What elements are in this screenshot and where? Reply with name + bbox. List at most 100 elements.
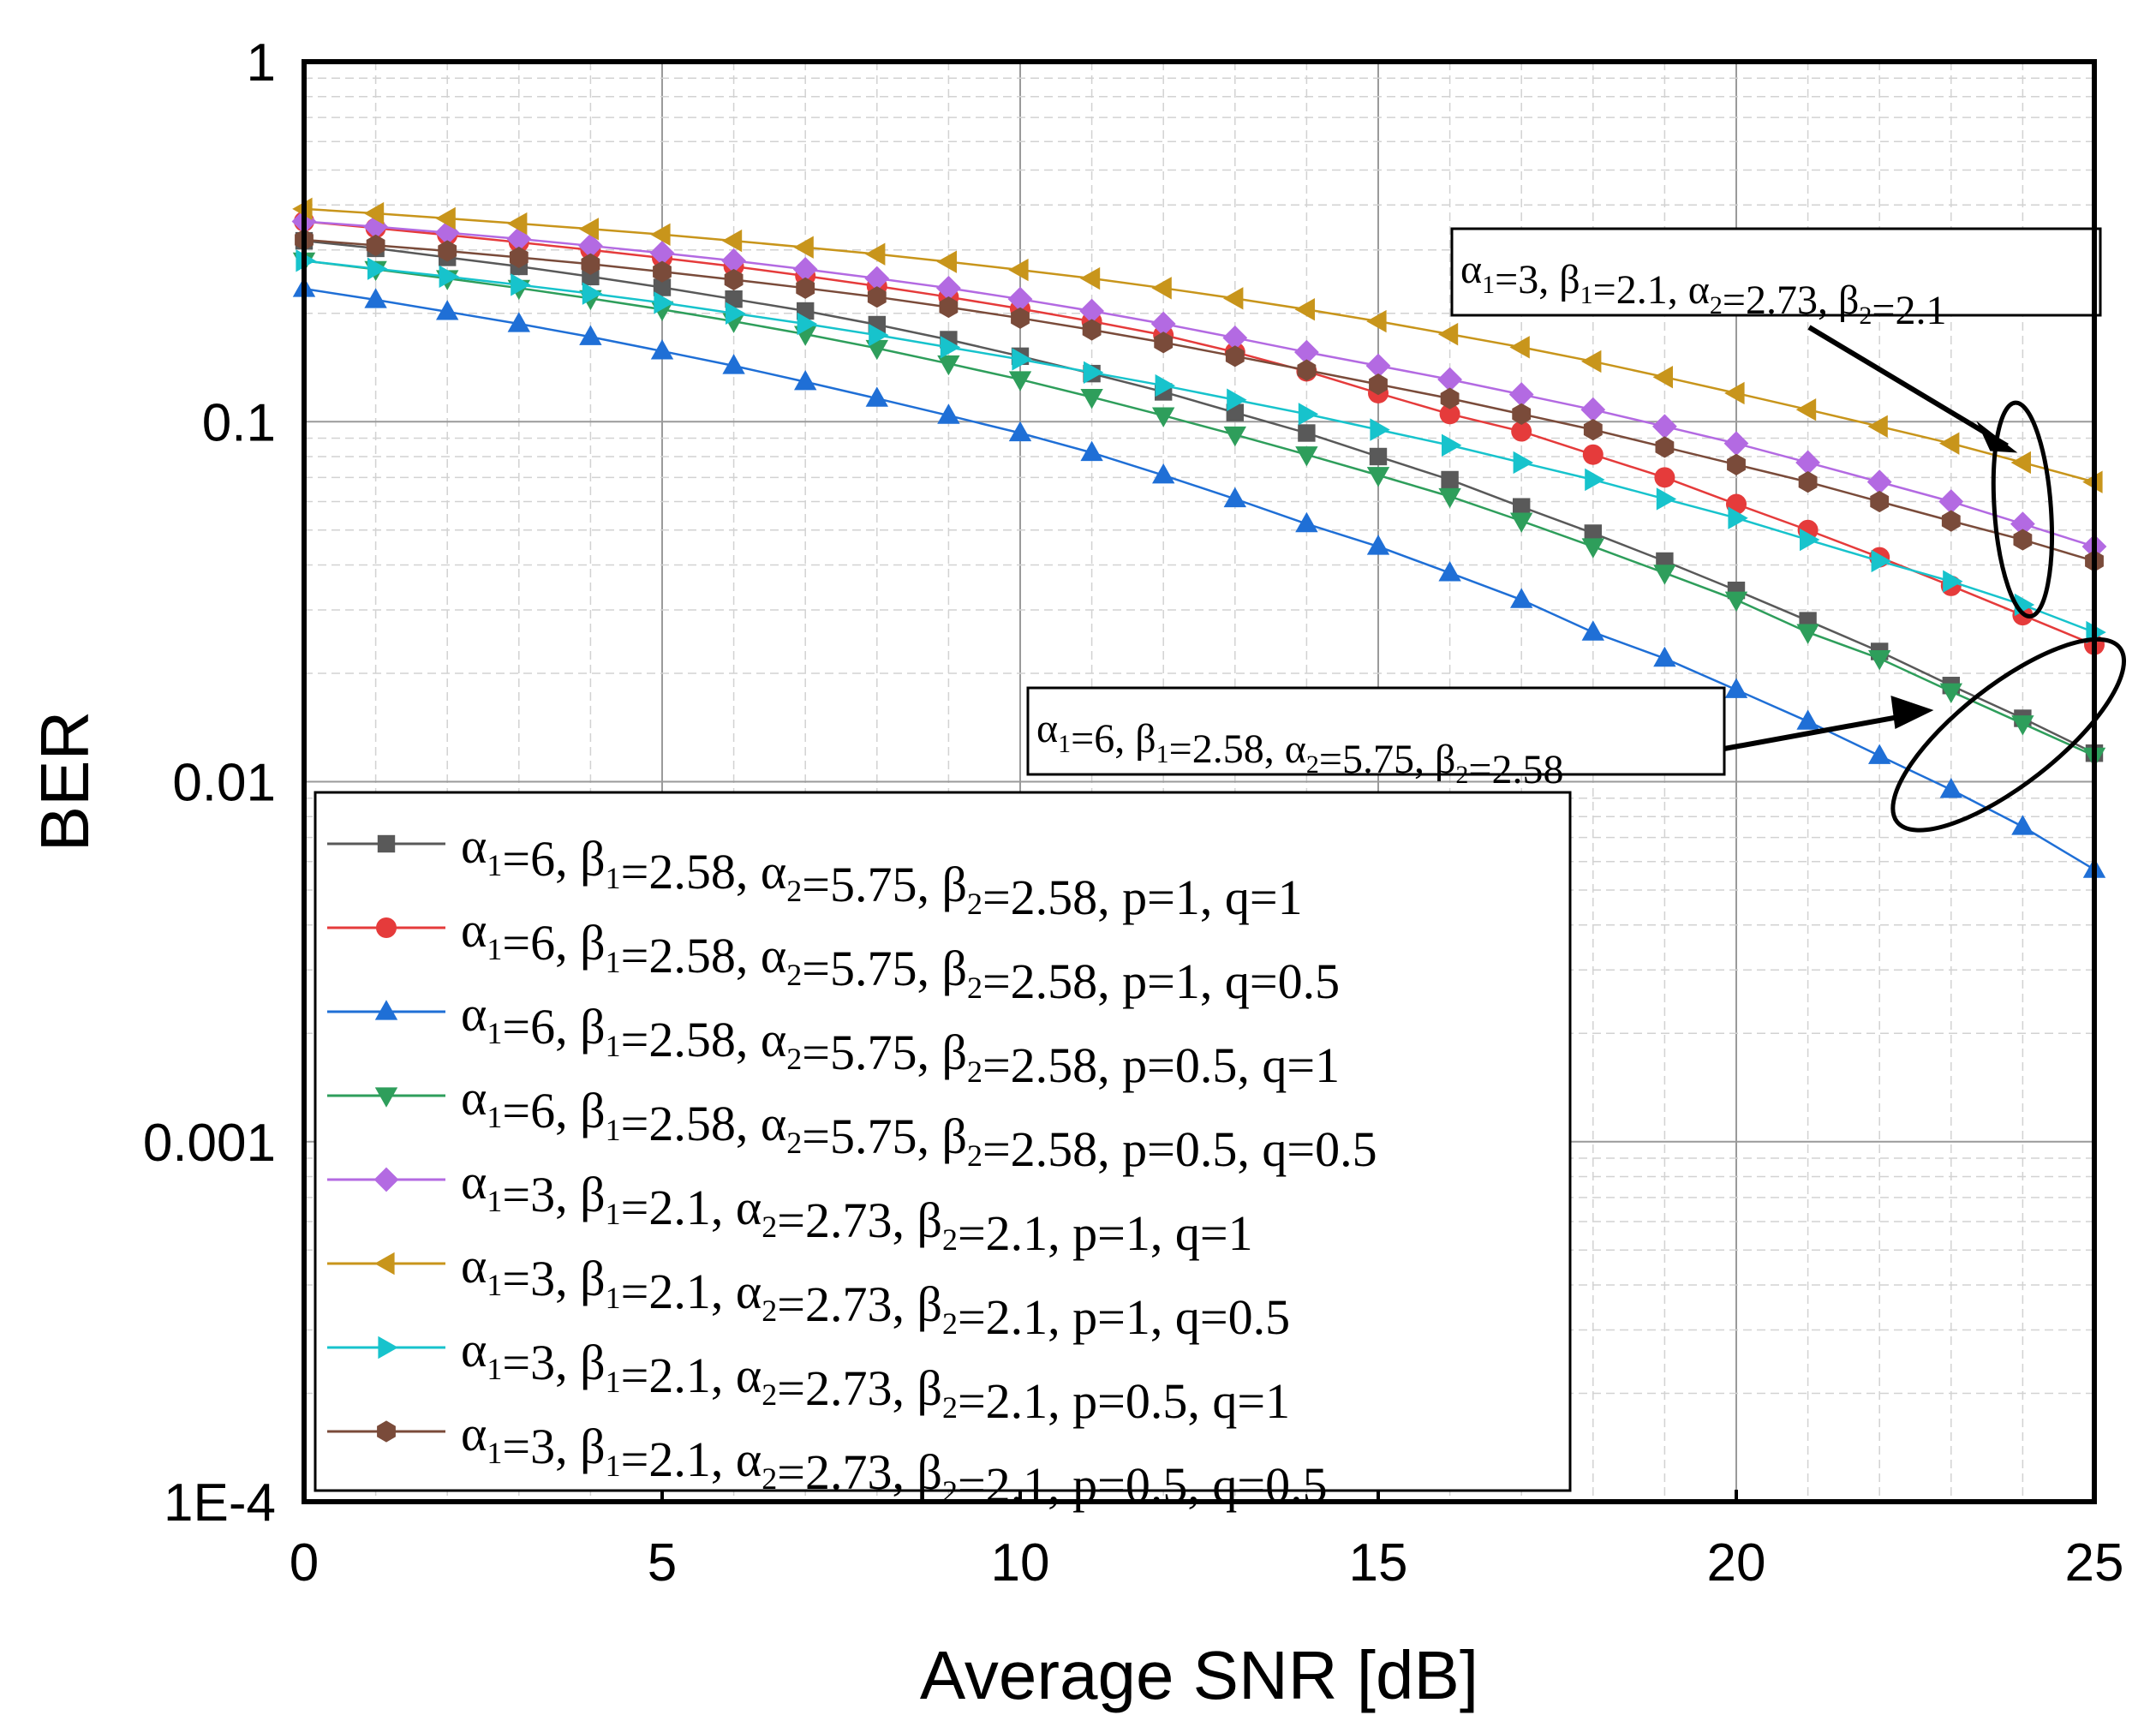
legend-label: α1=6, β1=2.58, α2=5.75, β2=2.58, p=0.5, … bbox=[461, 986, 1340, 1093]
data-point bbox=[792, 256, 818, 282]
data-point bbox=[1800, 528, 1820, 552]
data-point bbox=[936, 275, 961, 301]
data-point bbox=[869, 323, 889, 347]
annotation-arrow bbox=[1807, 325, 2009, 449]
data-point bbox=[1082, 319, 1102, 341]
legend-entry-3: α1=6, β1=2.58, α2=5.75, β2=2.58, p=0.5, … bbox=[327, 986, 1340, 1093]
data-point bbox=[1366, 309, 1387, 333]
data-point bbox=[1796, 709, 1819, 730]
data-point bbox=[1583, 419, 1603, 441]
data-point bbox=[363, 201, 385, 225]
data-point bbox=[364, 288, 387, 308]
data-point bbox=[367, 257, 388, 280]
data-point bbox=[1440, 387, 1460, 409]
legend-label: α1=3, β1=2.1, α2=2.73, β2=2.1, p=1, q=1 bbox=[461, 1154, 1253, 1261]
series-4 bbox=[292, 252, 2106, 768]
series-line bbox=[303, 260, 2095, 757]
data-point bbox=[366, 234, 385, 256]
data-point bbox=[1154, 332, 1174, 354]
legend: α1=6, β1=2.58, α2=5.75, β2=2.58, p=1, q=… bbox=[314, 791, 1572, 1513]
tick-labels: 0 5 10 15 20 25 1 0.1 0.01 0.001 1E-4 bbox=[143, 33, 2124, 1593]
data-point bbox=[1152, 463, 1175, 484]
x-tick-label: 5 bbox=[648, 1533, 677, 1593]
legend-label: α1=3, β1=2.1, α2=2.73, β2=2.1, p=1, q=0.… bbox=[461, 1238, 1290, 1345]
data-point bbox=[1297, 359, 1317, 381]
data-point bbox=[721, 229, 743, 253]
data-point bbox=[1295, 446, 1318, 467]
data-point bbox=[1365, 353, 1391, 379]
series-line bbox=[303, 220, 2095, 548]
data-point bbox=[1724, 591, 1748, 613]
series-line bbox=[303, 287, 2095, 871]
data-point bbox=[1581, 620, 1604, 641]
data-point bbox=[726, 302, 746, 325]
data-point bbox=[507, 212, 528, 236]
legend-label: α1=6, β1=2.58, α2=5.75, β2=2.58, p=0.5, … bbox=[461, 1070, 1377, 1177]
y-tick-label: 0.01 bbox=[172, 754, 276, 813]
plot-frame bbox=[302, 59, 2097, 1504]
data-point bbox=[1653, 565, 1676, 585]
data-point bbox=[653, 278, 672, 296]
annotation-ellipse bbox=[1991, 400, 2054, 619]
data-point bbox=[796, 277, 815, 299]
annotations: α1=3, β1=2.1, α2=2.73, β2=2.1 α1=6, β1=2.… bbox=[1026, 227, 2127, 833]
data-point bbox=[1080, 440, 1103, 462]
data-point bbox=[1079, 266, 1101, 290]
series-6 bbox=[292, 197, 2103, 493]
data-point bbox=[865, 386, 888, 407]
data-point bbox=[2011, 815, 2034, 835]
data-point bbox=[653, 260, 672, 283]
data-point bbox=[578, 218, 599, 241]
data-point bbox=[435, 206, 456, 230]
data-point bbox=[1943, 570, 1963, 593]
data-point bbox=[1582, 444, 1604, 465]
data-point bbox=[650, 223, 671, 246]
x-tick-label: 25 bbox=[2065, 1533, 2124, 1593]
data-point bbox=[374, 1087, 398, 1108]
data-point bbox=[377, 834, 396, 853]
annotation-box bbox=[1026, 686, 1726, 776]
x-tick-label: 0 bbox=[290, 1533, 319, 1593]
data-point bbox=[373, 1167, 399, 1192]
x-axis-title: Average SNR [dB] bbox=[920, 1637, 1478, 1713]
data-point bbox=[1298, 403, 1319, 426]
data-point bbox=[1080, 388, 1103, 409]
annotation-arrowhead bbox=[1890, 696, 1934, 730]
data-point bbox=[650, 339, 674, 360]
data-point bbox=[864, 266, 890, 291]
data-point bbox=[794, 369, 817, 391]
data-point bbox=[1866, 469, 1892, 495]
data-point bbox=[725, 290, 743, 308]
annotation-arrowhead bbox=[1976, 421, 2018, 453]
data-point bbox=[797, 312, 817, 336]
data-point bbox=[1513, 451, 1533, 475]
legend-label: α1=6, β1=2.58, α2=5.75, β2=2.58, p=1, q=… bbox=[461, 818, 1303, 925]
annotation-label: α1=3, β1=2.1, α2=2.73, β2=2.1 bbox=[1460, 247, 1946, 333]
data-point bbox=[724, 268, 744, 291]
data-point bbox=[507, 312, 530, 332]
data-point bbox=[374, 1000, 398, 1020]
series-8 bbox=[295, 229, 2104, 572]
data-point bbox=[1222, 325, 1248, 350]
data-point bbox=[1438, 487, 1461, 509]
series-7 bbox=[296, 249, 2106, 644]
data-point bbox=[865, 339, 888, 361]
data-point bbox=[1581, 350, 1602, 373]
series-5 bbox=[291, 209, 2107, 559]
data-point bbox=[1513, 498, 1531, 516]
data-point bbox=[1152, 407, 1175, 427]
data-point bbox=[1227, 388, 1247, 411]
data-point bbox=[865, 242, 886, 266]
data-point bbox=[438, 240, 457, 262]
data-point bbox=[377, 1420, 396, 1443]
data-point bbox=[1655, 436, 1675, 458]
legend-entry-4: α1=6, β1=2.58, α2=5.75, β2=2.58, p=0.5, … bbox=[327, 1070, 1377, 1177]
data-point bbox=[936, 250, 957, 273]
data-point bbox=[1008, 258, 1029, 282]
data-point bbox=[793, 236, 814, 259]
data-point bbox=[722, 354, 745, 374]
data-point bbox=[1585, 468, 1605, 492]
data-point bbox=[1223, 426, 1246, 447]
annotation-ellipse bbox=[1890, 636, 2127, 833]
